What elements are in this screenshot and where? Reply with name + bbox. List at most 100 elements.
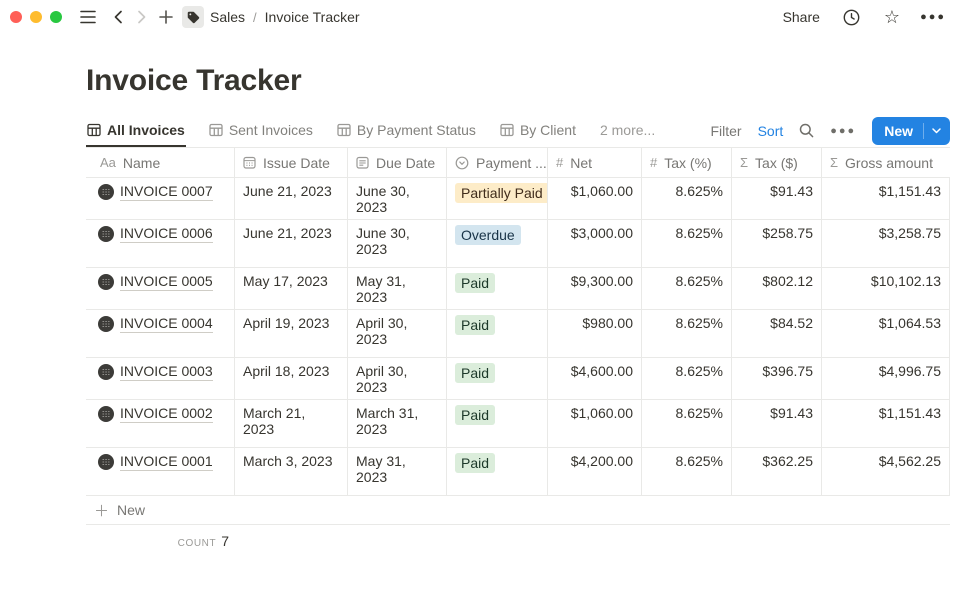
forward-icon[interactable] bbox=[130, 5, 154, 29]
cell-name[interactable]: INVOICE 0006 bbox=[86, 220, 235, 267]
column-header-payment-status[interactable]: Payment ... bbox=[447, 148, 548, 177]
cell-tax-pct[interactable]: 8.625% bbox=[642, 268, 732, 309]
cell-payment-status[interactable]: Paid bbox=[447, 358, 548, 399]
cell-net[interactable]: $4,200.00 bbox=[548, 448, 642, 495]
cell-due-date[interactable]: March 31, 2023 bbox=[348, 400, 447, 447]
column-label: Gross amount bbox=[845, 154, 933, 171]
column-header-tax-pct[interactable]: # Tax (%) bbox=[642, 148, 732, 177]
status-badge: Overdue bbox=[455, 225, 521, 245]
close-window-button[interactable] bbox=[10, 11, 22, 23]
cell-gross[interactable]: $10,102.13 bbox=[822, 268, 950, 309]
breadcrumb-page[interactable]: Invoice Tracker bbox=[264, 9, 360, 25]
cell-name[interactable]: INVOICE 0007 bbox=[86, 178, 235, 219]
invoice-name-link[interactable]: INVOICE 0002 bbox=[120, 405, 213, 423]
cell-tax-pct[interactable]: 8.625% bbox=[642, 400, 732, 447]
cell-issue-date[interactable]: June 21, 2023 bbox=[235, 220, 348, 267]
cell-name[interactable]: INVOICE 0002 bbox=[86, 400, 235, 447]
tab-more-views[interactable]: 2 more... bbox=[599, 114, 656, 147]
invoice-name-link[interactable]: INVOICE 0007 bbox=[120, 183, 213, 201]
add-row-button[interactable]: ＋ New bbox=[86, 496, 950, 525]
workspace-tag-icon[interactable] bbox=[182, 6, 204, 28]
column-header-tax-usd[interactable]: Σ Tax ($) bbox=[732, 148, 822, 177]
cell-due-date[interactable]: June 30, 2023 bbox=[348, 220, 447, 267]
invoice-name-link[interactable]: INVOICE 0006 bbox=[120, 225, 213, 243]
cell-tax-usd[interactable]: $84.52 bbox=[732, 310, 822, 357]
cell-name[interactable]: INVOICE 0001 bbox=[86, 448, 235, 495]
share-button[interactable]: Share bbox=[782, 9, 820, 25]
cell-due-date[interactable]: May 31, 2023 bbox=[348, 448, 447, 495]
cell-tax-usd[interactable]: $91.43 bbox=[732, 400, 822, 447]
cell-payment-status[interactable]: Paid bbox=[447, 268, 548, 309]
cell-gross[interactable]: $3,258.75 bbox=[822, 220, 950, 267]
sort-button[interactable]: Sort bbox=[757, 122, 784, 139]
cell-issue-date[interactable]: April 19, 2023 bbox=[235, 310, 348, 357]
column-header-name[interactable]: Aa Name bbox=[86, 148, 235, 177]
chevron-down-icon[interactable] bbox=[924, 127, 950, 134]
column-header-issue-date[interactable]: Issue Date bbox=[235, 148, 348, 177]
cell-issue-date[interactable]: March 3, 2023 bbox=[235, 448, 348, 495]
sidebar-menu-icon[interactable] bbox=[76, 5, 100, 29]
column-header-gross-amount[interactable]: Σ Gross amount bbox=[822, 148, 950, 177]
cell-due-date[interactable]: April 30, 2023 bbox=[348, 358, 447, 399]
tab-by-client[interactable]: By Client bbox=[499, 114, 577, 147]
cell-issue-date[interactable]: March 21, 2023 bbox=[235, 400, 348, 447]
cell-tax-usd[interactable]: $362.25 bbox=[732, 448, 822, 495]
cell-gross[interactable]: $1,151.43 bbox=[822, 400, 950, 447]
cell-due-date[interactable]: May 31, 2023 bbox=[348, 268, 447, 309]
zoom-window-button[interactable] bbox=[50, 11, 62, 23]
cell-net[interactable]: $4,600.00 bbox=[548, 358, 642, 399]
cell-due-date[interactable]: June 30, 2023 bbox=[348, 178, 447, 219]
cell-name[interactable]: INVOICE 0005 bbox=[86, 268, 235, 309]
filter-button[interactable]: Filter bbox=[710, 122, 742, 139]
cell-name[interactable]: INVOICE 0004 bbox=[86, 310, 235, 357]
more-options-icon[interactable]: ●●● bbox=[920, 11, 946, 23]
tab-sent-invoices[interactable]: Sent Invoices bbox=[208, 114, 314, 147]
invoice-name-link[interactable]: INVOICE 0004 bbox=[120, 315, 213, 333]
cell-payment-status[interactable]: Paid bbox=[447, 310, 548, 357]
search-icon[interactable] bbox=[799, 123, 814, 138]
cell-tax-usd[interactable]: $396.75 bbox=[732, 358, 822, 399]
cell-payment-status[interactable]: Paid bbox=[447, 448, 548, 495]
cell-net[interactable]: $1,060.00 bbox=[548, 178, 642, 219]
invoice-name-link[interactable]: INVOICE 0003 bbox=[120, 363, 213, 381]
back-icon[interactable] bbox=[106, 5, 130, 29]
cell-net[interactable]: $980.00 bbox=[548, 310, 642, 357]
cell-tax-pct[interactable]: 8.625% bbox=[642, 448, 732, 495]
cell-issue-date[interactable]: June 21, 2023 bbox=[235, 178, 348, 219]
cell-issue-date[interactable]: April 18, 2023 bbox=[235, 358, 348, 399]
cell-net[interactable]: $1,060.00 bbox=[548, 400, 642, 447]
cell-net[interactable]: $9,300.00 bbox=[548, 268, 642, 309]
invoice-name-link[interactable]: INVOICE 0005 bbox=[120, 273, 213, 291]
cell-issue-date[interactable]: May 17, 2023 bbox=[235, 268, 348, 309]
cell-tax-usd[interactable]: $258.75 bbox=[732, 220, 822, 267]
invoice-name-link[interactable]: INVOICE 0001 bbox=[120, 453, 213, 471]
updates-clock-icon[interactable] bbox=[840, 5, 864, 29]
cell-tax-pct[interactable]: 8.625% bbox=[642, 220, 732, 267]
cell-gross[interactable]: $4,562.25 bbox=[822, 448, 950, 495]
cell-gross[interactable]: $4,996.75 bbox=[822, 358, 950, 399]
column-header-net[interactable]: # Net bbox=[548, 148, 642, 177]
tab-all-invoices[interactable]: All Invoices bbox=[86, 114, 186, 147]
cell-payment-status[interactable]: Partially Paid bbox=[447, 178, 548, 219]
cell-payment-status[interactable]: Overdue bbox=[447, 220, 548, 267]
cell-gross[interactable]: $1,064.53 bbox=[822, 310, 950, 357]
cell-net[interactable]: $3,000.00 bbox=[548, 220, 642, 267]
cell-tax-pct[interactable]: 8.625% bbox=[642, 178, 732, 219]
cell-gross[interactable]: $1,151.43 bbox=[822, 178, 950, 219]
cell-tax-usd[interactable]: $91.43 bbox=[732, 178, 822, 219]
count-aggregate[interactable]: COUNT 7 bbox=[86, 525, 235, 549]
cell-tax-usd[interactable]: $802.12 bbox=[732, 268, 822, 309]
tab-by-payment-status[interactable]: By Payment Status bbox=[336, 114, 477, 147]
cell-tax-pct[interactable]: 8.625% bbox=[642, 310, 732, 357]
cell-tax-pct[interactable]: 8.625% bbox=[642, 358, 732, 399]
new-page-plus-icon[interactable] bbox=[154, 5, 178, 29]
column-header-due-date[interactable]: Due Date bbox=[348, 148, 447, 177]
minimize-window-button[interactable] bbox=[30, 11, 42, 23]
breadcrumb-workspace[interactable]: Sales bbox=[210, 9, 246, 25]
new-button[interactable]: New bbox=[872, 116, 950, 145]
favorite-star-icon[interactable]: ☆ bbox=[883, 7, 901, 27]
cell-payment-status[interactable]: Paid bbox=[447, 400, 548, 447]
cell-name[interactable]: INVOICE 0003 bbox=[86, 358, 235, 399]
cell-due-date[interactable]: April 30, 2023 bbox=[348, 310, 447, 357]
view-options-icon[interactable]: ●●● bbox=[830, 124, 857, 137]
